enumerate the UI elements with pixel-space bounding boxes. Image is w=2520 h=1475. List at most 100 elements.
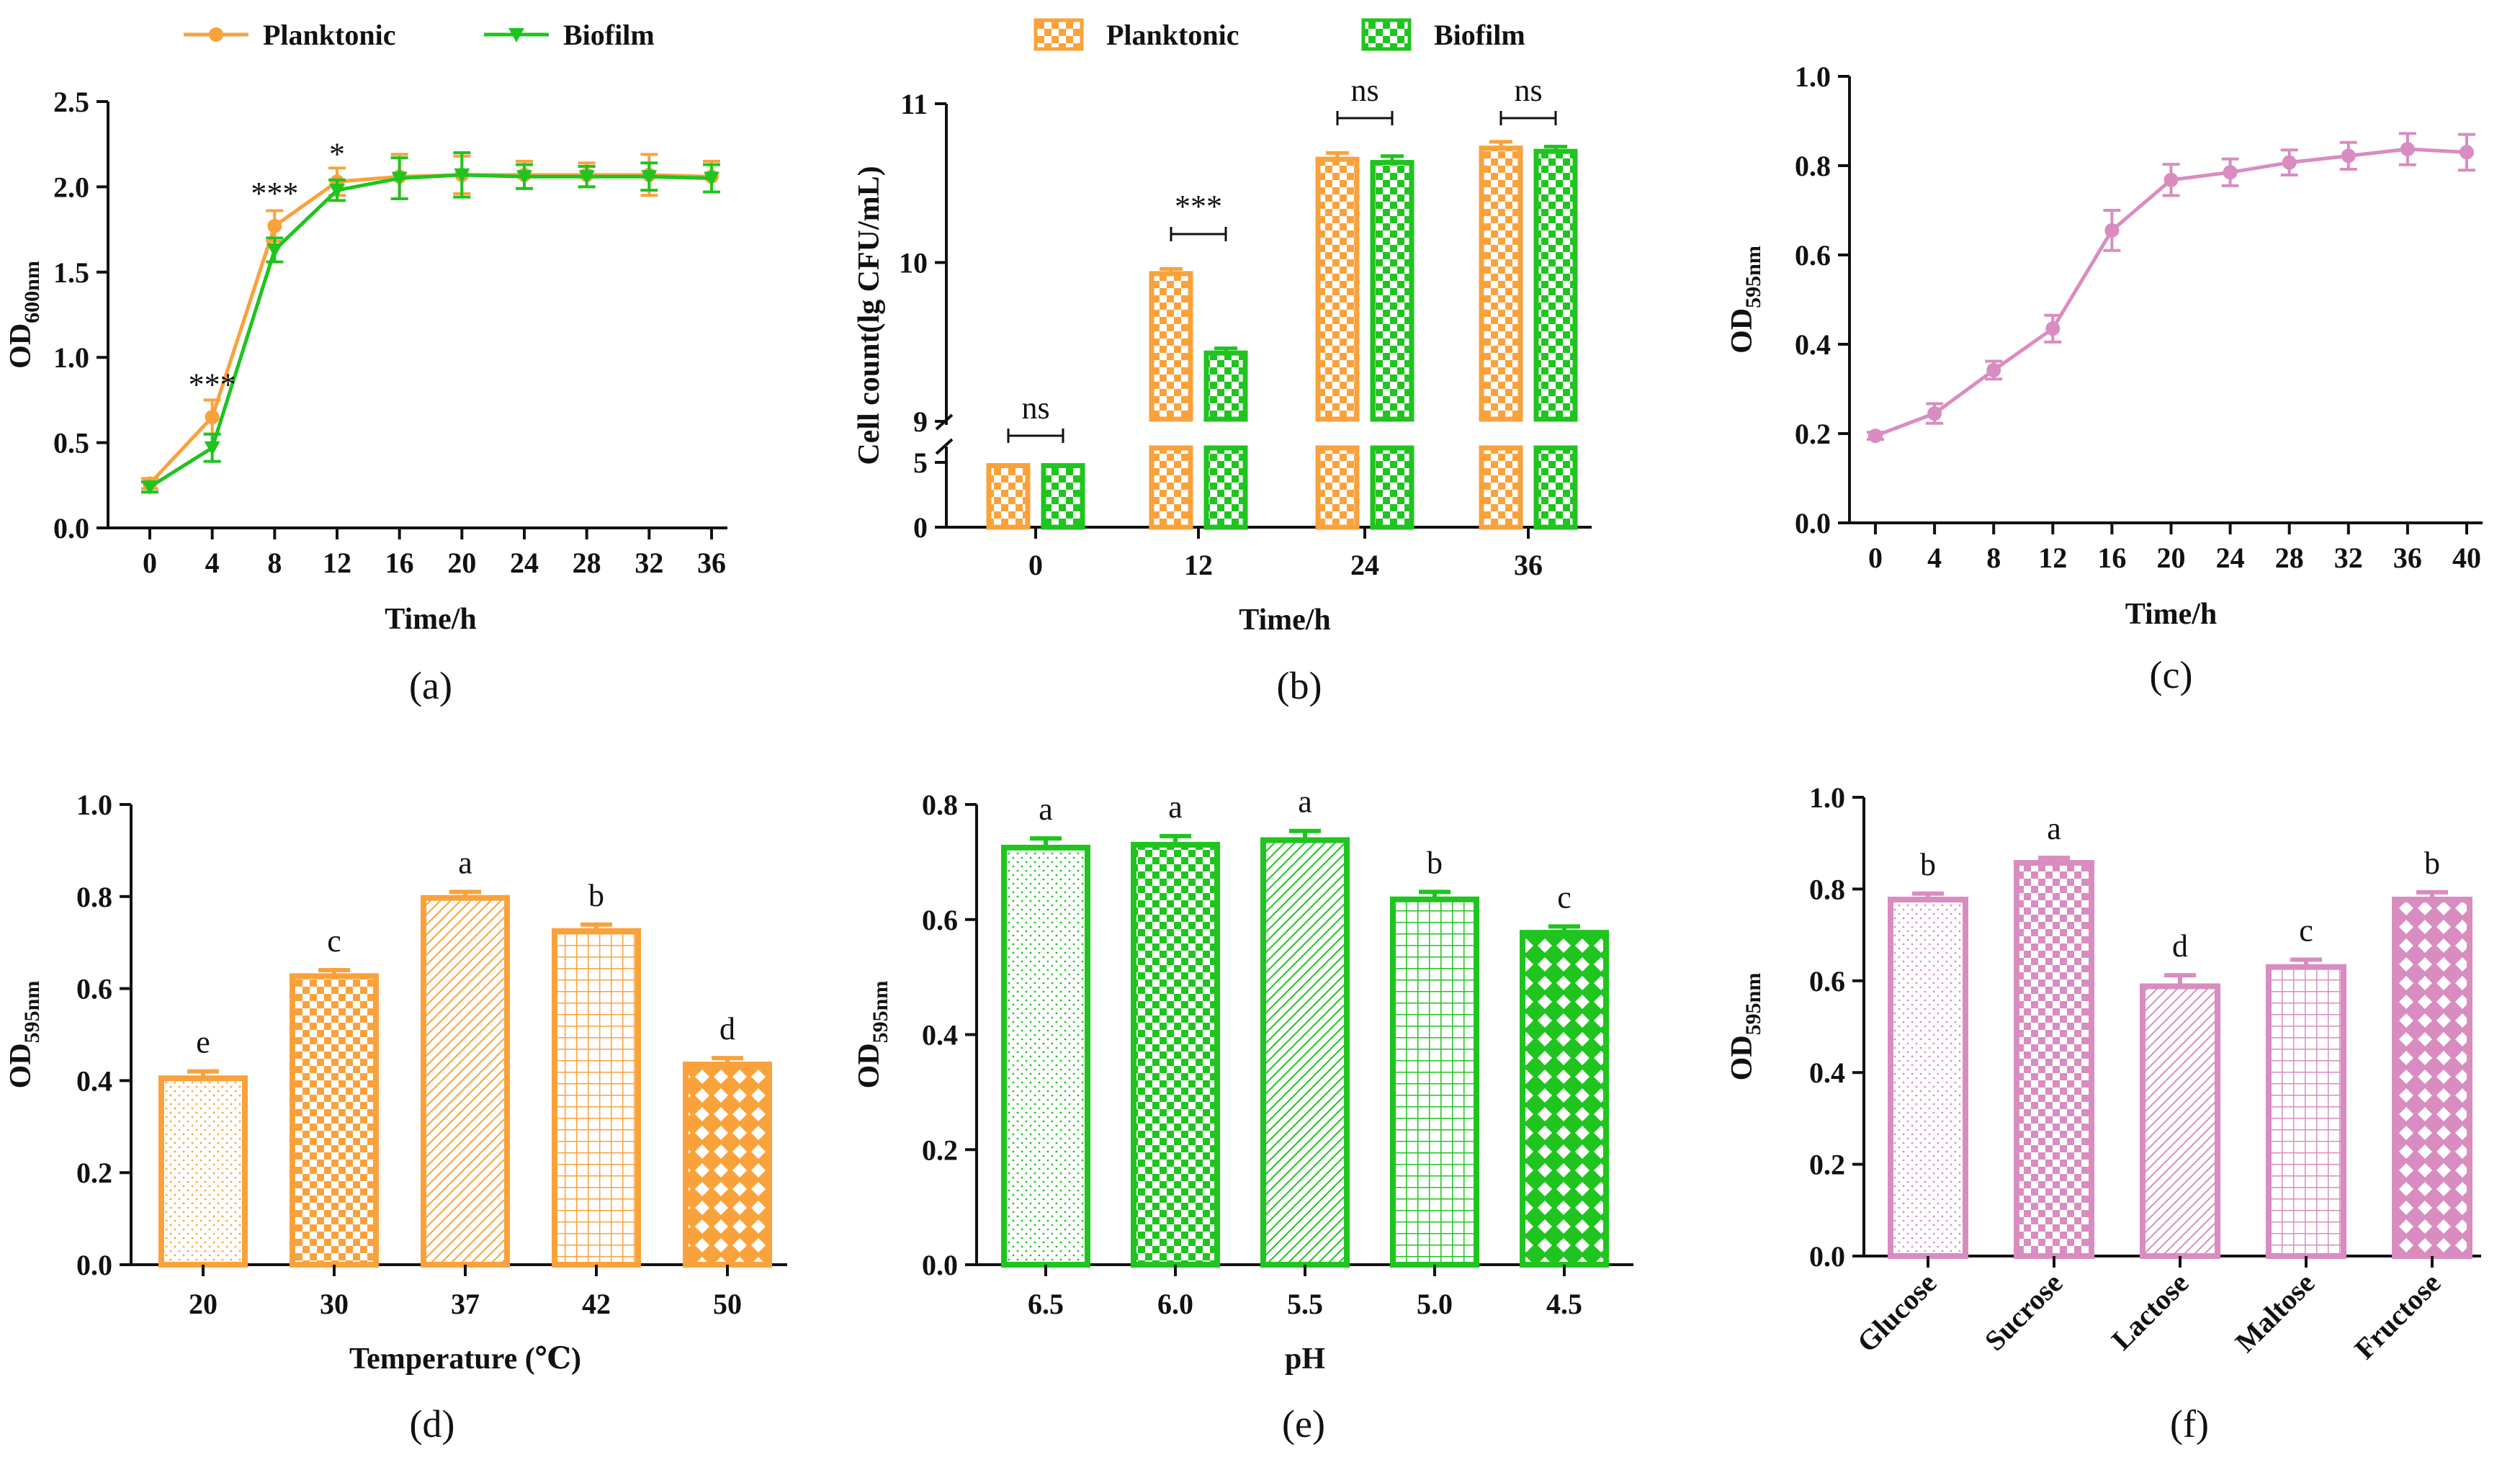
x-tick-label: 20 (447, 547, 476, 579)
bar-6-5: a (1001, 792, 1090, 1268)
significance-letter: a (2047, 811, 2061, 846)
bar (1888, 897, 1968, 1260)
data-point (267, 218, 282, 233)
error-bar (997, 463, 1020, 467)
bar-lower-segment (1533, 445, 1578, 530)
x-tick-label: Lactose (2105, 1267, 2195, 1357)
x-tick-label: 16 (2097, 542, 2126, 574)
legend-label: Biofilm (1434, 19, 1525, 51)
bar-planktonic-12 (1149, 266, 1193, 530)
y-tick-label: 1.5 (53, 256, 89, 289)
error-bar (187, 1069, 219, 1079)
x-tick-label: 0 (143, 547, 157, 579)
significance-bracket (1336, 111, 1394, 125)
y-tick-label: 2.5 (53, 86, 89, 118)
y-axis-title: OD595nm (4, 981, 44, 1089)
bar-5-0: b (1390, 845, 1479, 1268)
legend-marker (508, 28, 524, 42)
y-tick-label: 0.0 (76, 1249, 112, 1281)
significance-letter: a (458, 845, 472, 880)
significance-letter: c (327, 923, 341, 959)
legend-label: Biofilm (563, 19, 655, 51)
data-point (1927, 406, 1942, 421)
panel-label: (a) (409, 664, 452, 707)
data-point (2104, 223, 2120, 238)
legend-marker (209, 27, 223, 42)
data-point (329, 184, 345, 199)
data-point (142, 480, 158, 496)
bar-42: b (552, 878, 641, 1268)
data-point (641, 170, 658, 185)
data-point (2163, 172, 2179, 187)
data-point (2282, 155, 2297, 170)
error-bar (1548, 924, 1580, 933)
x-tick-label: 24 (510, 547, 539, 579)
y-tick-label: 0.5 (53, 427, 89, 459)
x-axis-title: pH (1285, 1342, 1325, 1376)
x-tick-label: Sucrose (1978, 1267, 2069, 1358)
bar-lower-segment (1370, 445, 1414, 530)
bar-lower-segment (1203, 445, 1248, 530)
significance-label: * (329, 137, 345, 172)
significance-letter: b (2424, 846, 2440, 881)
y-tick-label: 0.2 (1795, 418, 1831, 450)
y-tick-label: 0.0 (53, 512, 89, 544)
series-biofilm (141, 151, 720, 496)
y-tick-label: 1.0 (76, 789, 112, 821)
y-tick-label: 0.4 (922, 1019, 958, 1052)
bar-planktonic-36 (1479, 140, 1523, 530)
x-tick-label: 0 (1868, 542, 1883, 574)
y-tick-label: 9 (913, 405, 928, 438)
x-tick-label: 40 (2452, 542, 2481, 574)
significance-letter: b (588, 878, 604, 913)
x-tick-label: 50 (713, 1288, 742, 1320)
error-bar (2290, 957, 2322, 967)
bar-biofilm-12 (1203, 346, 1248, 530)
data-point (704, 171, 719, 187)
data-point (391, 171, 408, 187)
significance-letter: c (1557, 879, 1571, 915)
data-point (266, 243, 283, 259)
x-axis-title: Time/h (1239, 604, 1331, 637)
error-bar (449, 889, 481, 898)
bar-20: e (158, 1025, 248, 1268)
bar (290, 973, 379, 1268)
series-planktonic (141, 153, 720, 491)
x-tick-label: 32 (635, 547, 663, 579)
significance-label: ns (1350, 73, 1378, 108)
data-point (2045, 321, 2061, 336)
significance-bracket (1499, 111, 1557, 125)
data-point (578, 170, 595, 185)
panel-label: (b) (1277, 664, 1322, 707)
x-tick-label: 36 (697, 547, 726, 579)
panel-label: (d) (410, 1402, 455, 1445)
error-bar (1160, 266, 1183, 274)
bar (1479, 145, 1523, 422)
bar-6-0: a (1131, 789, 1220, 1268)
series-od595 (1867, 132, 2475, 444)
data-point (1868, 429, 1883, 444)
x-tick-label: 4 (1927, 542, 1942, 574)
bar (683, 1062, 772, 1268)
x-tick-label: Fructose (2348, 1267, 2447, 1366)
error-bar (1419, 889, 1450, 900)
error-bar (1381, 154, 1404, 163)
x-tick-label: 12 (1184, 549, 1213, 581)
y-tick-label: 0.2 (76, 1157, 112, 1189)
bar (1370, 160, 1414, 422)
x-tick-label: 37 (451, 1288, 480, 1320)
series-line (148, 173, 712, 489)
x-axis-title: Time/h (385, 603, 477, 636)
x-tick-label: 12 (323, 547, 351, 579)
x-tick-label: 16 (385, 547, 414, 579)
data-point (2400, 142, 2415, 157)
significance-label: ns (1514, 73, 1542, 108)
data-point (2223, 165, 2238, 180)
bar-fructose: b (2392, 846, 2472, 1260)
bar-biofilm-0 (1041, 463, 1085, 530)
legend-swatch (1033, 18, 1084, 51)
x-tick-label: 36 (1514, 549, 1543, 581)
y-tick-label: 0.2 (1809, 1149, 1845, 1181)
error-bar (580, 922, 612, 931)
data-point (2460, 145, 2474, 160)
